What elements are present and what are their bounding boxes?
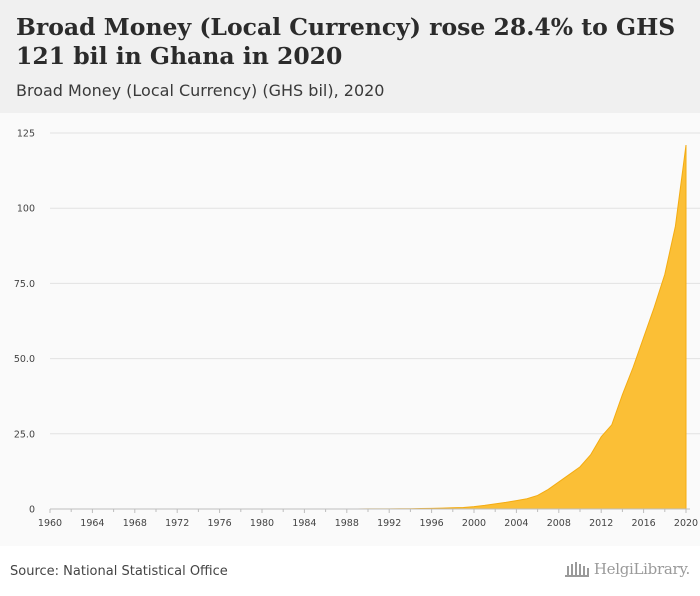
chart-area: 1960 1964 1968 1972 1976 1980 1984 1988 1992 1996… <box>0 113 700 546</box>
x-tick-label: 1968 <box>123 518 147 529</box>
helgi-library-logo[interactable]: HelgiLibrary. <box>564 560 690 578</box>
x-tick-label: 1960 <box>38 518 62 529</box>
x-tick-label: 2004 <box>504 518 528 529</box>
y-tick-label: 100 <box>17 204 35 215</box>
x-tick-label: 1972 <box>165 518 189 529</box>
chart-subtitle: Broad Money (Local Currency) (GHS bil), … <box>16 81 385 100</box>
library-building-icon <box>564 562 589 577</box>
x-tick-label: 1996 <box>420 518 444 529</box>
series-area-fill <box>50 144 687 510</box>
area-chart: 1960 1964 1968 1972 1976 1980 1984 1988 1992 1996… <box>14 129 700 529</box>
y-tick-label: 0 <box>29 505 35 516</box>
chart-title: Broad Money (Local Currency) rose 28.4% … <box>16 13 676 70</box>
logo-text: HelgiLibrary. <box>593 560 690 578</box>
y-tick-label: 50.0 <box>14 354 35 365</box>
y-tick-label: 125 <box>17 129 35 140</box>
y-tick-label: 75.0 <box>14 279 35 290</box>
x-tick-label: 2020 <box>674 518 698 529</box>
grid-lines <box>50 132 700 435</box>
x-tick-label: 2008 <box>547 518 571 529</box>
y-axis: 0 25.0 50.0 75.0 100 125 <box>14 129 35 516</box>
x-tick-label: 1980 <box>250 518 274 529</box>
y-tick-label: 25.0 <box>14 429 35 440</box>
x-tick-label: 1988 <box>335 518 359 529</box>
source-note: Source: National Statistical Office <box>10 564 228 579</box>
x-tick-label: 1964 <box>80 518 104 529</box>
x-tick-label: 1992 <box>377 518 401 529</box>
x-axis: 1960 1964 1968 1972 1976 1980 1984 1988 1992 1996… <box>38 508 698 529</box>
footer: Source: National Statistical Office Helg… <box>0 546 700 596</box>
x-tick-label: 2016 <box>632 518 656 529</box>
x-tick-label: 1976 <box>208 518 232 529</box>
header: Broad Money (Local Currency) rose 28.4% … <box>0 0 700 113</box>
series-area <box>50 144 687 510</box>
x-tick-label: 2012 <box>589 518 613 529</box>
x-tick-label: 1984 <box>292 518 316 529</box>
x-tick-label: 2000 <box>462 518 486 529</box>
